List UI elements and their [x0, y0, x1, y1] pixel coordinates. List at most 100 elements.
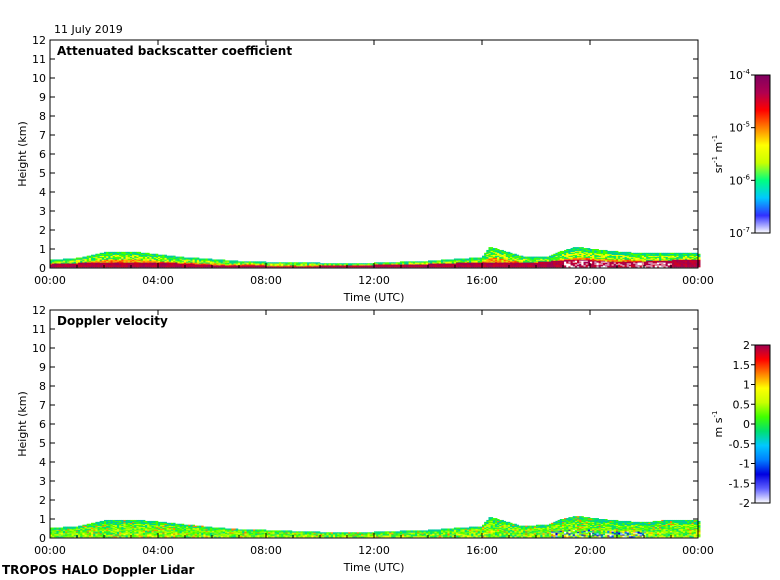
heatmap-cell [145, 535, 148, 537]
heatmap-cell [151, 255, 154, 257]
heatmap-cell [380, 264, 383, 266]
heatmap-cell [84, 262, 88, 264]
heatmap-cell [488, 260, 491, 262]
heatmap-cell [389, 264, 392, 266]
heatmap-cell [62, 531, 66, 533]
heatmap-cell [166, 530, 170, 532]
heatmap-cell [112, 529, 116, 531]
heatmap-cell [289, 264, 293, 266]
heatmap-cell [492, 259, 496, 261]
heatmap-cell [389, 536, 392, 538]
heatmap-cell [69, 530, 72, 532]
heatmap-cell [525, 259, 528, 261]
heatmap-cell [367, 536, 370, 538]
heatmap-cell [129, 533, 133, 535]
heatmap-cell [320, 266, 323, 268]
heatmap-cell [652, 255, 656, 257]
heatmap-cell [633, 261, 636, 263]
heatmap-cell [449, 264, 453, 266]
heatmap-cell [179, 534, 183, 536]
heatmap-cell [672, 258, 675, 260]
heatmap-cell [134, 519, 137, 522]
heatmap-cell [486, 260, 489, 262]
heatmap-cell [151, 533, 154, 535]
heatmap-cell [60, 535, 64, 537]
heatmap-cell [503, 257, 507, 259]
heatmap-cell [384, 262, 388, 264]
heatmap-cell [529, 257, 532, 259]
heatmap-cell [516, 257, 520, 259]
heatmap-cell [166, 255, 170, 257]
heatmap-cell [376, 532, 379, 534]
heatmap-cell [680, 258, 684, 260]
heatmap-cell [289, 266, 293, 268]
heatmap-cell [62, 264, 66, 266]
heatmap-cell [142, 266, 146, 268]
heatmap-cell [695, 255, 699, 257]
heatmap-cell [568, 254, 571, 256]
heatmap-cell [332, 263, 336, 265]
heatmap-cell [520, 258, 524, 260]
heatmap-cell [255, 531, 258, 533]
heatmap-cell [220, 265, 224, 267]
heatmap-cell [88, 534, 92, 536]
heatmap-cell [689, 256, 692, 258]
heatmap-cell [158, 526, 161, 528]
heatmap-cell [644, 256, 647, 258]
heatmap-cell [434, 265, 437, 267]
heatmap-cell [628, 264, 632, 266]
heatmap-cell [590, 264, 593, 266]
heatmap-cell [166, 532, 170, 534]
heatmap-cell [201, 258, 204, 260]
heatmap-cell [352, 535, 355, 537]
heatmap-cell [164, 524, 167, 526]
heatmap-cell [134, 528, 137, 530]
heatmap-cell [531, 264, 535, 266]
heatmap-cell [224, 534, 228, 536]
heatmap-cell [598, 261, 602, 263]
heatmap-cell [272, 536, 275, 538]
heatmap-cell [473, 261, 476, 263]
heatmap-cell [570, 250, 574, 253]
heatmap-cell [639, 252, 643, 255]
heatmap-cell [365, 533, 368, 535]
heatmap-cell [227, 260, 230, 262]
heatmap-cell [577, 251, 580, 254]
heatmap-cell [188, 533, 191, 535]
heatmap-cell [618, 261, 621, 263]
heatmap-cell [261, 533, 265, 535]
heatmap-cell [142, 532, 146, 534]
heatmap-cell [147, 524, 150, 526]
heatmap-cell [205, 260, 208, 262]
heatmap-cell [633, 262, 636, 264]
heatmap-cell [266, 533, 269, 535]
heatmap-cell [553, 265, 556, 267]
heatmap-cell [505, 264, 509, 266]
heatmap-cell [155, 262, 159, 264]
heatmap-cell [356, 266, 360, 268]
heatmap-cell [285, 533, 288, 535]
heatmap-cell [361, 263, 364, 265]
heatmap-cell [583, 249, 586, 252]
heatmap-cell [177, 263, 180, 265]
heatmap-cell [140, 259, 144, 261]
heatmap-cell [553, 256, 556, 258]
heatmap-cell [274, 535, 278, 537]
heatmap-cell [672, 255, 675, 257]
heatmap-cell [529, 259, 532, 261]
heatmap-cell [138, 260, 142, 262]
heatmap-cell [214, 536, 217, 538]
heatmap-cell [518, 265, 522, 267]
heatmap-cell [203, 259, 206, 261]
heatmap-cell [177, 257, 180, 259]
heatmap-cell [60, 261, 64, 263]
heatmap-cell [101, 531, 105, 533]
heatmap-cell [125, 523, 129, 525]
heatmap-cell [590, 265, 593, 267]
heatmap-cell [99, 252, 103, 255]
heatmap-cell [382, 532, 386, 534]
heatmap-cell [240, 534, 243, 536]
heatmap-cell [151, 521, 154, 524]
heatmap-cell [127, 251, 131, 254]
heatmap-cell [574, 248, 578, 250]
